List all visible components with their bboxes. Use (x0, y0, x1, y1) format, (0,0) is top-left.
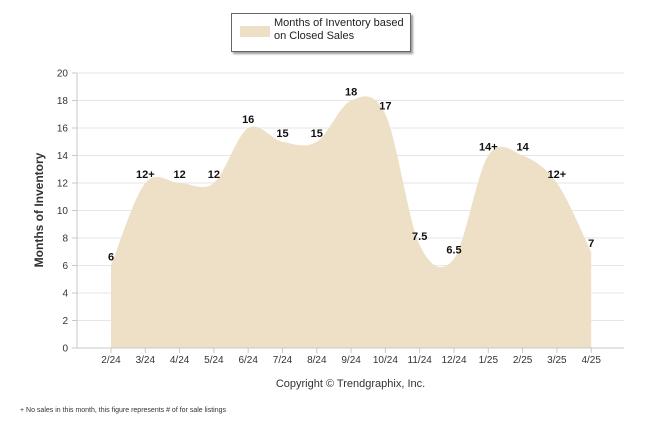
x-tick-label: 4/24 (170, 355, 190, 366)
y-axis-title: Months of Inventory (32, 152, 46, 267)
y-tick-label: 20 (57, 69, 69, 80)
data-label: 17 (379, 100, 391, 112)
data-label: 6.5 (446, 245, 461, 257)
x-tick-label: 12/24 (441, 355, 466, 366)
data-label: 14+ (479, 142, 498, 154)
axes (76, 73, 624, 349)
x-tick-label: 2/24 (101, 355, 121, 366)
data-label: 12 (208, 169, 220, 181)
data-label: 7.5 (412, 231, 427, 243)
y-tick-label: 10 (57, 206, 69, 217)
x-tick-labels: 2/24 3/24 4/24 5/24 6/24 7/24 8/24 9/24 10/24 11/… (101, 348, 601, 366)
x-tick-label: 3/24 (136, 355, 156, 366)
data-labels: 6 12+ 12 12 16 15 15 18 17 7.5 6.5 14+ 14 12+ 7 (108, 87, 594, 264)
x-tick-label: 2/25 (513, 355, 533, 366)
x-tick-label: 4/25 (581, 355, 601, 366)
data-label: 12+ (136, 169, 155, 181)
x-tick-label: 3/25 (547, 355, 567, 366)
data-label: 7 (588, 238, 594, 250)
data-label: 18 (345, 87, 357, 99)
area-series (111, 96, 592, 349)
data-label: 14 (516, 142, 529, 154)
data-label: 12 (173, 169, 185, 181)
data-label: 15 (311, 128, 323, 140)
legend-label: Months of Inventory based on Closed Sale… (274, 17, 404, 42)
x-tick-label: 1/25 (479, 355, 499, 366)
data-label: 12+ (548, 169, 567, 181)
y-tick-label: 4 (62, 289, 68, 300)
x-tick-label: 11/24 (408, 355, 433, 366)
x-tick-label: 6/24 (238, 355, 258, 366)
y-tick-label: 6 (62, 261, 68, 272)
data-label: 6 (108, 252, 114, 264)
y-tick-label: 2 (62, 316, 68, 327)
y-tick-label: 8 (62, 234, 68, 245)
x-tick-label: 8/24 (307, 355, 327, 366)
y-tick-label: 12 (57, 179, 69, 190)
data-label: 15 (276, 128, 288, 140)
y-tick-label: 16 (57, 124, 69, 135)
legend: Months of Inventory based on Closed Sale… (231, 13, 411, 52)
x-tick-label: 7/24 (273, 355, 293, 366)
footnote: + No sales in this month, this figure re… (20, 407, 227, 414)
legend-swatch (240, 26, 270, 37)
y-tick-label: 18 (57, 96, 69, 107)
y-tick-label: 0 (62, 344, 68, 355)
data-label: 16 (242, 114, 254, 126)
x-tick-label: 5/24 (204, 355, 224, 366)
copyright-text: Copyright © Trendgraphix, Inc. (275, 378, 426, 390)
y-tick-labels: 0 2 4 6 8 10 12 14 16 18 20 (57, 69, 69, 355)
y-tick-label: 14 (57, 151, 69, 162)
x-tick-label: 10/24 (373, 355, 398, 366)
x-tick-label: 9/24 (341, 355, 361, 366)
